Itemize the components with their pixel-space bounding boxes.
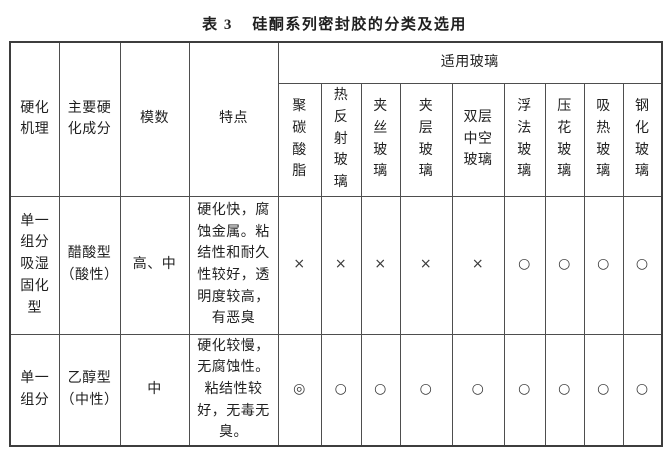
- rating-cell: ○: [320, 333, 362, 447]
- rating-cell: ○: [399, 333, 453, 447]
- cell-component: 乙醇型 （中性）: [58, 333, 121, 447]
- header-applicable-glass: 适用玻璃: [277, 41, 663, 84]
- glass-type-header-tempered: 钢 化 玻 璃: [622, 82, 663, 197]
- cell-mechanism: 单一 组分: [9, 333, 60, 447]
- cell-component: 醋酸型 （酸性）: [58, 195, 121, 335]
- rating-cell: ◎: [277, 333, 322, 447]
- cell-modulus: 高、中: [119, 195, 190, 335]
- table-number-label: 表 3: [202, 17, 233, 33]
- header-modulus: 模数: [119, 41, 190, 197]
- rating-cell: ○: [544, 333, 585, 447]
- glass-type-header-heat-reflective: 热 反 射 玻 璃: [320, 82, 362, 197]
- table-title-text: 硅酮系列密封胶的分类及选用: [252, 17, 467, 33]
- glass-type-header-double-insulating: 双层 中空 玻璃: [451, 82, 505, 197]
- header-main-component: 主要硬 化成分: [58, 41, 121, 197]
- glass-type-header-patterned: 压 花 玻 璃: [544, 82, 585, 197]
- rating-cell: ○: [622, 333, 663, 447]
- glass-type-header-wired: 夹 丝 玻 璃: [360, 82, 401, 197]
- cell-features: 硬化较慢， 无腐蚀性。 粘结性较 好，无毒无 臭。: [188, 333, 279, 447]
- rating-cell: ×: [277, 195, 322, 335]
- cell-features: 硬化快，腐 蚀金属。粘 结性和耐久 性较好，透 明度较高， 有恶臭: [188, 195, 279, 335]
- header-cure-mechanism: 硬化 机理: [9, 41, 60, 197]
- rating-cell: ×: [399, 195, 453, 335]
- silicone-sealant-classification-table: 硬化 机理 主要硬 化成分 模数 特点 适用玻璃 聚 碳 酸 脂 热 反 射 玻…: [9, 41, 664, 447]
- rating-cell: ○: [583, 195, 624, 335]
- rating-cell: ○: [622, 195, 663, 335]
- header-features: 特点: [188, 41, 279, 197]
- rating-cell: ○: [503, 333, 546, 447]
- rating-cell: ×: [360, 195, 401, 335]
- rating-cell: ○: [583, 333, 624, 447]
- glass-type-header-laminated: 夹 层 玻 璃: [399, 82, 453, 197]
- rating-cell: ○: [503, 195, 546, 335]
- cell-modulus: 中: [119, 333, 190, 447]
- glass-type-header-heat-absorbing: 吸 热 玻 璃: [583, 82, 624, 197]
- rating-cell: ○: [451, 333, 505, 447]
- cell-mechanism: 单一 组分 吸湿 固化 型: [9, 195, 60, 335]
- glass-type-header-float: 浮 法 玻 璃: [503, 82, 546, 197]
- table-caption: 表 3 硅酮系列密封胶的分类及选用: [0, 0, 669, 34]
- glass-type-header-polycarbonate: 聚 碳 酸 脂: [277, 82, 322, 197]
- rating-cell: ×: [451, 195, 505, 335]
- rating-cell: ○: [360, 333, 401, 447]
- rating-cell: ×: [320, 195, 362, 335]
- rating-cell: ○: [544, 195, 585, 335]
